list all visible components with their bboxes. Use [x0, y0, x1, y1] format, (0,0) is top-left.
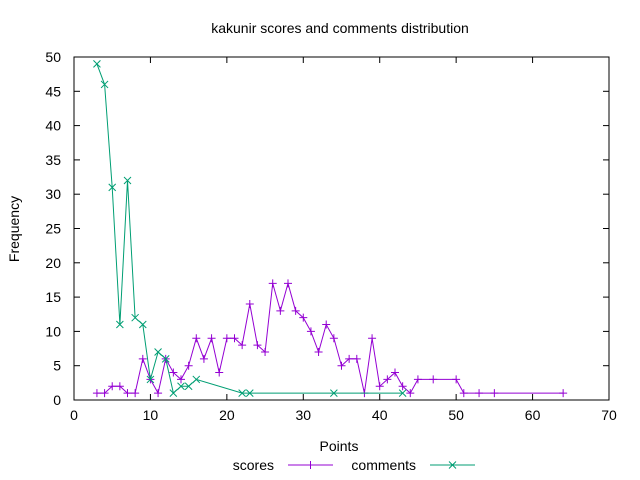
comments-point: [398, 389, 407, 397]
comments-point: [138, 320, 147, 329]
scores-point: [452, 375, 461, 384]
comments-point: [108, 183, 117, 192]
scores-point: [154, 389, 163, 398]
axis-ticks: 0 10 20 30 40 50 60 70 0 5 10 15 20 25 30 35 40 45 50: [45, 49, 617, 423]
comments-point: [154, 348, 162, 356]
comments-point: [146, 375, 155, 384]
scores-point: [222, 334, 231, 343]
comments-point: [238, 389, 246, 397]
scores-point: [391, 368, 399, 377]
scores-point: [238, 341, 247, 350]
scores-point: [276, 306, 285, 315]
scores-point: [215, 368, 224, 377]
comments-point: [100, 80, 109, 89]
scores-point: [100, 389, 109, 398]
y-axis-label: Frequency: [6, 196, 22, 262]
legend: scores comments: [233, 457, 475, 473]
comments-point: [184, 382, 193, 391]
scores-point: [306, 327, 315, 336]
y-tick-label: 10: [45, 323, 61, 339]
x-tick-label: 20: [219, 407, 235, 423]
scores-point: [322, 320, 331, 329]
y-tick-label: 35: [45, 152, 61, 168]
scores-point: [184, 361, 193, 370]
scores-point: [352, 354, 361, 363]
x-tick-label: 70: [601, 407, 617, 423]
scores-point: [490, 389, 499, 398]
scores-point: [459, 389, 468, 398]
scores-point: [398, 382, 407, 391]
scores-point: [169, 368, 178, 377]
y-tick-label: 5: [53, 358, 61, 374]
scores-point: [131, 389, 140, 398]
scores-point: [345, 354, 354, 363]
comments-point: [192, 375, 201, 384]
series-scores: [92, 279, 568, 398]
y-tick-label: 20: [45, 255, 61, 271]
scores-point: [337, 361, 346, 370]
y-tick-label: 45: [45, 83, 61, 99]
x-tick-label: 40: [372, 407, 388, 423]
x-tick-label: 10: [143, 407, 159, 423]
scores-point: [245, 299, 254, 308]
legend-label-scores: scores: [233, 457, 274, 473]
chart-title: kakunir scores and comments distribution: [211, 20, 469, 36]
y-tick-label: 0: [53, 392, 61, 408]
x-axis-label: Points: [320, 438, 359, 454]
y-tick-label: 50: [45, 49, 61, 65]
scores-point: [406, 389, 415, 398]
scores-point: [177, 375, 185, 384]
comments-point: [161, 354, 170, 363]
scores-point: [413, 375, 422, 384]
series-comments: [93, 60, 407, 397]
scores-point: [207, 334, 216, 343]
scores-point: [261, 347, 270, 356]
comments-point: [116, 320, 124, 329]
scores-point: [368, 334, 377, 343]
scores-point: [383, 375, 392, 384]
comments-line: [96, 63, 403, 395]
scores-point: [253, 341, 262, 350]
comments-point: [93, 60, 101, 68]
scores-point: [429, 375, 438, 384]
legend-marker-scores: [306, 461, 315, 469]
scores-point: [123, 389, 132, 398]
scores-point: [329, 334, 338, 343]
scores-point: [299, 313, 308, 322]
scores-point: [284, 279, 292, 288]
scores-point: [138, 354, 147, 363]
x-tick-label: 50: [448, 407, 464, 423]
plot-frame: [73, 56, 610, 401]
comments-point: [131, 313, 139, 322]
legend-marker-comments: [448, 461, 457, 469]
scores-point: [268, 279, 277, 288]
scores-point: [115, 382, 124, 391]
scores-point: [108, 382, 117, 391]
comments-point: [330, 389, 338, 397]
x-tick-label: 60: [525, 407, 541, 423]
comments-point: [169, 389, 178, 397]
y-tick-label: 40: [45, 118, 61, 134]
scores-point: [291, 306, 300, 315]
legend-label-comments: comments: [351, 457, 416, 473]
y-tick-label: 25: [45, 221, 61, 237]
scores-point: [92, 389, 101, 398]
scores-point: [192, 334, 201, 343]
scores-point: [314, 347, 323, 356]
x-tick-label: 0: [70, 407, 78, 423]
scores-point: [375, 382, 384, 391]
scores-point: [199, 354, 208, 363]
y-tick-label: 15: [45, 289, 61, 305]
scores-point: [559, 389, 568, 398]
comments-point: [177, 382, 185, 391]
scores-point: [475, 389, 484, 398]
y-tick-label: 30: [45, 186, 61, 202]
series-layer: [92, 60, 568, 398]
x-tick-label: 30: [295, 407, 311, 423]
scores-point: [230, 334, 239, 343]
comments-point: [245, 389, 254, 397]
comments-point: [123, 176, 132, 185]
